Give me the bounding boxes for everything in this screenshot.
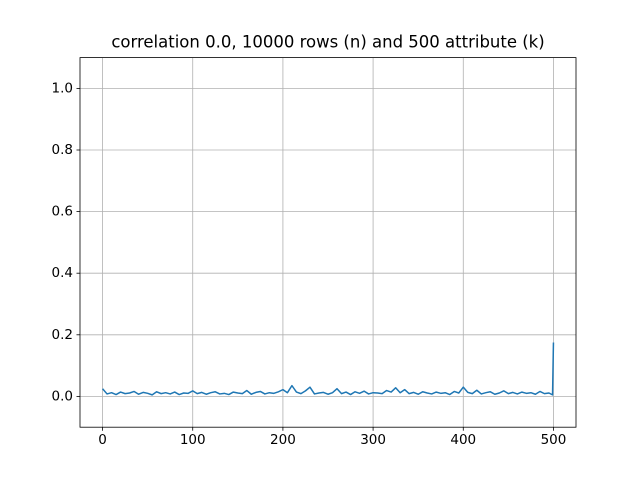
y-tick-label: 0.0 xyxy=(52,388,73,404)
chart-title: correlation 0.0, 10000 rows (n) and 500 … xyxy=(111,33,544,52)
x-tick-label: 300 xyxy=(360,432,386,448)
x-tick-label: 500 xyxy=(541,432,567,448)
axes-frame xyxy=(79,57,577,428)
x-tick-label: 100 xyxy=(180,432,206,448)
y-tick-label: 0.8 xyxy=(52,142,73,158)
x-tick-label: 400 xyxy=(450,432,476,448)
x-tick-label: 0 xyxy=(98,432,107,448)
y-tick-label: 0.4 xyxy=(52,265,73,281)
x-tick-label: 200 xyxy=(270,432,296,448)
data-line xyxy=(101,342,555,396)
y-tick-label: 0.2 xyxy=(52,327,73,343)
y-tick-label: 0.6 xyxy=(52,204,73,220)
y-tick-label: 1.0 xyxy=(52,80,73,96)
